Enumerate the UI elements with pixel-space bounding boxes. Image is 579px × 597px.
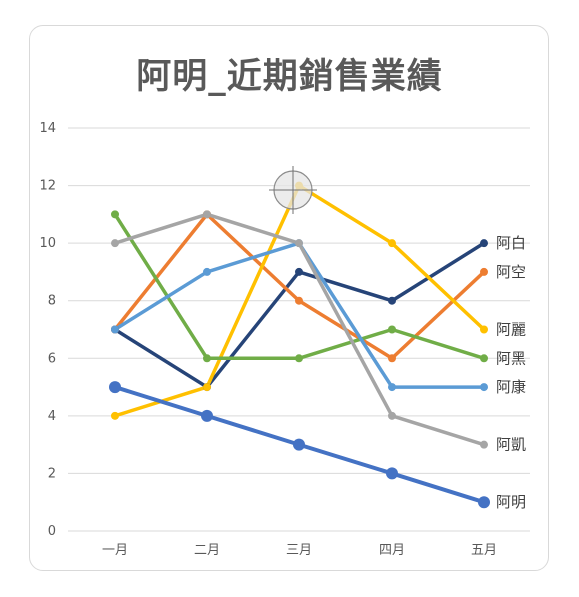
y-tick-label: 14 bbox=[39, 121, 56, 136]
data-point bbox=[388, 296, 396, 305]
data-point bbox=[480, 383, 488, 392]
series-line bbox=[113, 212, 486, 361]
data-point bbox=[480, 325, 488, 334]
x-tick-label: 二月 bbox=[194, 543, 220, 558]
data-point bbox=[111, 411, 119, 420]
y-tick-label: 2 bbox=[48, 466, 56, 481]
series-label: 阿凱 bbox=[496, 436, 526, 454]
y-tick-label: 12 bbox=[39, 179, 56, 194]
series-line bbox=[113, 241, 486, 389]
data-point bbox=[295, 354, 303, 363]
data-point bbox=[203, 267, 211, 276]
y-tick-label: 0 bbox=[48, 524, 56, 539]
data-point bbox=[111, 210, 119, 219]
data-point bbox=[203, 210, 211, 219]
series-line bbox=[113, 212, 486, 447]
data-point bbox=[480, 239, 488, 248]
data-point bbox=[388, 383, 396, 392]
data-point bbox=[388, 325, 396, 334]
data-point bbox=[388, 411, 396, 420]
data-point bbox=[480, 440, 488, 449]
data-point bbox=[295, 296, 303, 305]
data-point bbox=[480, 354, 488, 363]
chart-title: 阿明_近期銷售業績 bbox=[136, 57, 443, 97]
y-tick-label: 10 bbox=[39, 236, 56, 251]
data-point bbox=[386, 467, 398, 480]
chart-card bbox=[29, 25, 549, 571]
data-point bbox=[480, 267, 488, 276]
series-label: 阿明 bbox=[496, 493, 526, 511]
y-tick-label: 4 bbox=[48, 409, 56, 424]
data-point bbox=[109, 381, 121, 394]
data-point bbox=[388, 239, 396, 248]
x-tick-label: 五月 bbox=[471, 543, 497, 558]
series-line bbox=[113, 212, 486, 361]
series-label: 阿黑 bbox=[496, 349, 526, 367]
series-label: 阿麗 bbox=[496, 321, 526, 339]
data-point bbox=[203, 354, 211, 363]
x-tick-label: 一月 bbox=[102, 543, 128, 558]
data-point bbox=[295, 239, 303, 248]
data-point bbox=[478, 496, 490, 509]
data-point bbox=[295, 267, 303, 276]
y-tick-label: 8 bbox=[48, 294, 56, 309]
series-label: 阿空 bbox=[496, 263, 526, 281]
x-tick-label: 三月 bbox=[286, 543, 312, 558]
x-tick-label: 四月 bbox=[379, 543, 405, 558]
data-point bbox=[111, 239, 119, 248]
series-label: 阿康 bbox=[496, 378, 526, 396]
y-tick-label: 6 bbox=[48, 351, 56, 366]
data-point bbox=[293, 438, 305, 451]
data-point bbox=[111, 325, 119, 334]
data-point bbox=[201, 409, 213, 422]
data-point bbox=[388, 354, 396, 363]
data-point bbox=[203, 383, 211, 392]
series-label: 阿白 bbox=[496, 234, 526, 252]
